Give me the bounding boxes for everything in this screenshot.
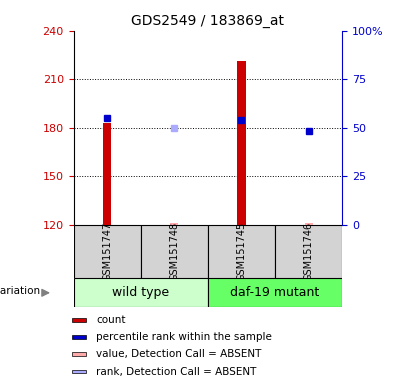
Bar <box>170 223 178 225</box>
Bar <box>304 223 313 225</box>
Bar <box>72 370 86 373</box>
Bar <box>72 353 86 356</box>
Text: daf-19 mutant: daf-19 mutant <box>231 286 320 299</box>
Bar <box>208 278 342 307</box>
Bar <box>141 225 208 278</box>
Text: rank, Detection Call = ABSENT: rank, Detection Call = ABSENT <box>96 366 256 377</box>
Bar <box>237 61 246 225</box>
Text: value, Detection Call = ABSENT: value, Detection Call = ABSENT <box>96 349 261 359</box>
Text: GSM151747: GSM151747 <box>102 222 112 281</box>
Text: GSM151746: GSM151746 <box>304 222 314 281</box>
Bar <box>208 225 275 278</box>
Text: wild type: wild type <box>112 286 169 299</box>
Bar <box>103 123 111 225</box>
Text: GSM151748: GSM151748 <box>169 222 179 281</box>
Text: GSM151745: GSM151745 <box>236 222 247 281</box>
Bar <box>74 225 141 278</box>
Text: count: count <box>96 314 126 325</box>
Text: percentile rank within the sample: percentile rank within the sample <box>96 332 272 342</box>
Bar <box>72 335 86 339</box>
Bar <box>72 318 86 321</box>
Text: genotype/variation: genotype/variation <box>0 286 40 296</box>
Title: GDS2549 / 183869_at: GDS2549 / 183869_at <box>131 14 284 28</box>
Bar <box>74 278 208 307</box>
Bar <box>275 225 342 278</box>
